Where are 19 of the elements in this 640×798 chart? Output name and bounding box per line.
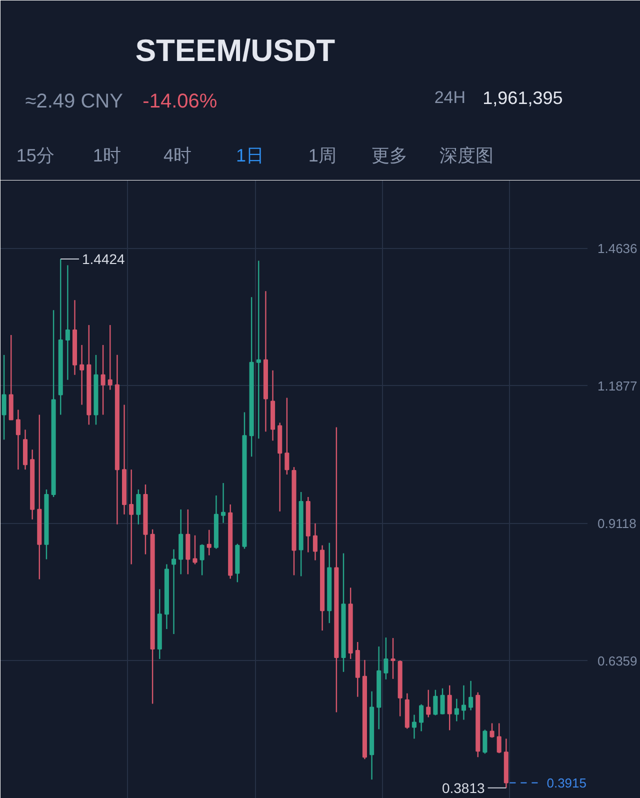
chart-title: STEEM/USDT bbox=[135, 33, 336, 68]
text: 4时 bbox=[164, 146, 192, 166]
y-tick-label: 0.9118 bbox=[598, 516, 636, 531]
text: 24H bbox=[434, 88, 466, 107]
annotation: 1.4424 bbox=[82, 251, 126, 268]
text: -14.06% bbox=[142, 90, 218, 112]
ref-line-label: 0.3915 bbox=[546, 775, 587, 790]
text: 1,961,395 bbox=[482, 88, 563, 108]
text: 深度图 bbox=[439, 146, 494, 166]
text: 更多 bbox=[371, 146, 408, 166]
y-tick-label: 1.4636 bbox=[598, 240, 638, 256]
text: 1时 bbox=[92, 146, 121, 166]
y-tick-label: 1.1877 bbox=[598, 378, 638, 394]
annotation: 0.3813 bbox=[442, 780, 485, 796]
text: ≈2.49 CNY bbox=[25, 90, 123, 112]
text: 1日 bbox=[236, 146, 264, 166]
text: 1周 bbox=[308, 146, 336, 166]
text: 15分 bbox=[16, 146, 54, 166]
y-tick-label: 0.6359 bbox=[598, 653, 638, 668]
